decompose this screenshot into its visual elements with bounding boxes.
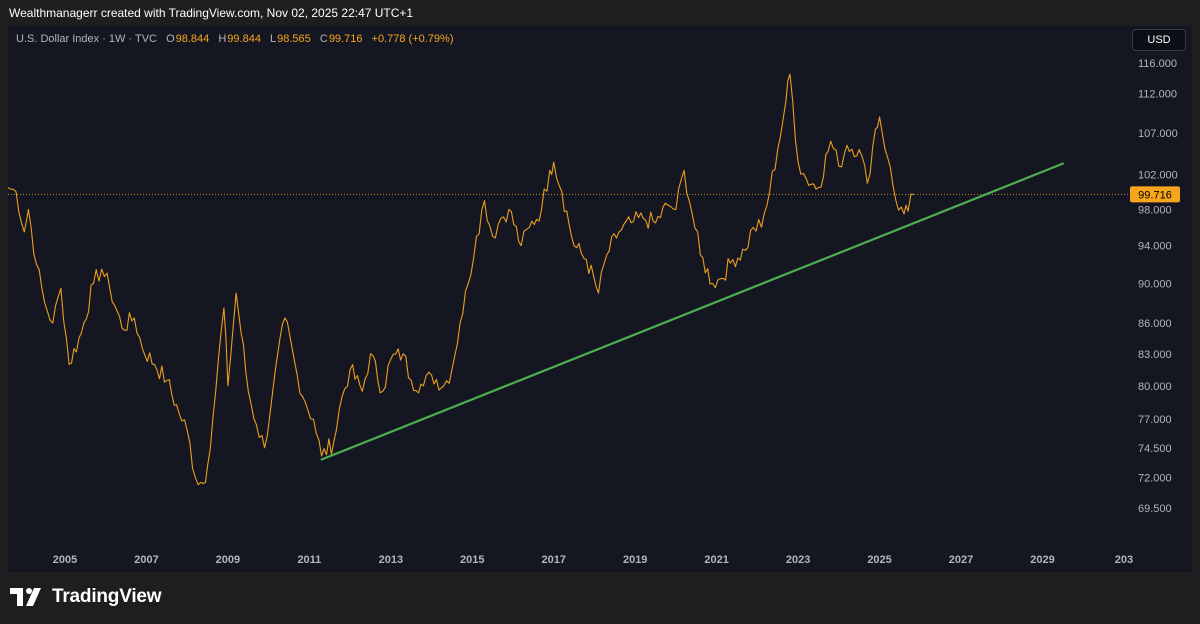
x-tick-label: 2015 xyxy=(460,554,484,566)
legend-low-label: L xyxy=(270,33,277,45)
y-tick-label: 69.500 xyxy=(1138,503,1172,515)
y-tick-label: 72.000 xyxy=(1138,472,1172,484)
support-trendline xyxy=(320,162,1064,461)
legend-high-label: H xyxy=(218,33,227,45)
x-tick-label: 2009 xyxy=(216,554,240,566)
legend-symbol: U.S. Dollar Index · 1W · TVC xyxy=(16,33,157,45)
legend-high-value: 99.844 xyxy=(227,33,261,45)
legend-open-value: 98.844 xyxy=(175,33,210,45)
symbol-legend: U.S. Dollar Index · 1W · TVC O98.844 H99… xyxy=(16,33,453,45)
legend-open-label: O xyxy=(166,33,175,45)
chart-credit: Wealthmanagerr created with TradingView.… xyxy=(9,6,414,20)
y-tick-label: 107.000 xyxy=(1138,128,1178,140)
legend-close-value: 99.716 xyxy=(328,33,363,45)
x-tick-label: 2019 xyxy=(623,554,647,566)
y-tick-label: 94.000 xyxy=(1138,241,1172,253)
x-tick-label: 2013 xyxy=(379,554,403,566)
y-tick-label: 90.000 xyxy=(1138,278,1172,290)
legend-low-value: 98.565 xyxy=(277,33,311,45)
y-tick-label: 80.000 xyxy=(1138,381,1172,393)
y-tick-label: 86.000 xyxy=(1138,318,1172,330)
legend-close-label: C xyxy=(319,33,328,45)
y-tick-label: 112.000 xyxy=(1138,88,1177,100)
x-tick-label: 2029 xyxy=(1030,554,1054,566)
last-price-badge xyxy=(1130,186,1180,203)
top-bar: Wealthmanagerr created with TradingView.… xyxy=(0,0,1200,26)
x-tick-label: 2023 xyxy=(786,554,810,566)
y-tick-label: 116.000 xyxy=(1138,58,1177,70)
tradingview-brand: TradingView xyxy=(52,586,162,607)
y-tick-label: 74.500 xyxy=(1138,443,1172,455)
x-tick-label: 2007 xyxy=(134,554,158,566)
tradingview-logo[interactable]: TradingView xyxy=(10,586,162,608)
y-tick-label: 77.000 xyxy=(1138,414,1172,426)
tradingview-logo-icon xyxy=(10,588,41,606)
x-tick-label: 2027 xyxy=(949,554,973,566)
y-tick-label: 83.000 xyxy=(1138,349,1172,361)
x-tick-label: 2005 xyxy=(53,554,77,566)
x-tick-label: 2025 xyxy=(867,554,891,566)
y-tick-label: 102.000 xyxy=(1138,170,1178,182)
x-tick-label: 2021 xyxy=(704,554,728,566)
x-tick-label: 2017 xyxy=(542,554,566,566)
price-series-line xyxy=(7,73,914,486)
x-tick-label: 2011 xyxy=(297,554,321,566)
currency-button[interactable]: USD xyxy=(1132,29,1186,51)
y-tick-label: 98.000 xyxy=(1138,204,1172,216)
x-tick-label: 203 xyxy=(1115,554,1133,566)
legend-change-value: +0.778 (+0.79%) xyxy=(371,33,454,45)
last-price-label: 99.716 xyxy=(1138,189,1172,201)
